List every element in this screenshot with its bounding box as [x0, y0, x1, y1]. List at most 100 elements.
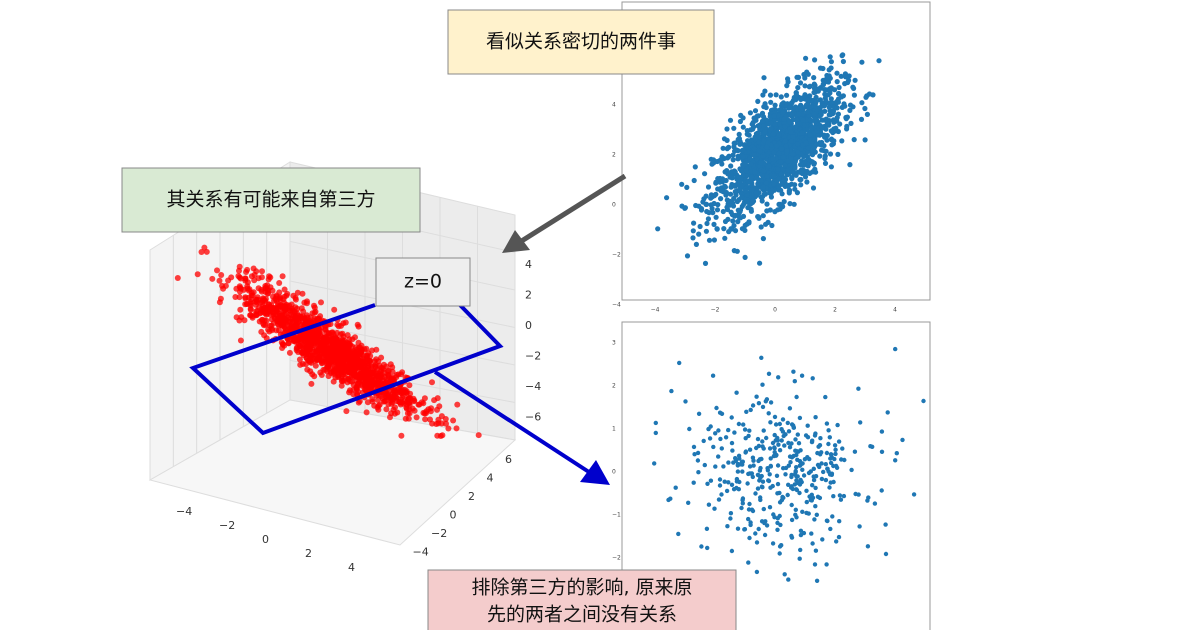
point [369, 396, 376, 403]
point [445, 425, 452, 432]
point [753, 190, 760, 196]
point [773, 422, 779, 427]
point [705, 481, 710, 486]
point [755, 185, 761, 191]
point [730, 218, 736, 224]
point [757, 457, 763, 462]
point [813, 141, 820, 147]
x-tick-label: 0 [773, 307, 777, 314]
point [299, 335, 306, 342]
point [748, 161, 754, 167]
point [707, 436, 713, 441]
point [859, 100, 865, 106]
point [744, 131, 750, 137]
callout-text: 先的两者之间没有关系 [487, 604, 677, 626]
point [747, 447, 753, 452]
point [738, 462, 743, 467]
point [760, 236, 767, 242]
point [258, 288, 265, 295]
point [762, 88, 768, 94]
point [797, 490, 802, 496]
point [309, 310, 316, 317]
point [803, 140, 809, 146]
point [866, 91, 873, 97]
point [852, 77, 858, 83]
point [695, 450, 701, 456]
point [775, 438, 780, 443]
point [807, 494, 812, 499]
callout-text: z=0 [404, 271, 442, 293]
point [299, 290, 306, 297]
point [724, 155, 731, 161]
point [775, 166, 781, 172]
point [754, 540, 760, 545]
point [813, 474, 819, 479]
point [827, 435, 832, 440]
point [758, 497, 763, 503]
point [819, 147, 825, 153]
point [817, 153, 823, 159]
point [422, 416, 429, 423]
x-tick-label: 2 [305, 547, 312, 560]
point [775, 481, 781, 487]
point [810, 483, 815, 488]
point [825, 466, 830, 471]
point [767, 92, 774, 98]
point [798, 146, 804, 152]
point [260, 295, 267, 302]
point [842, 457, 847, 463]
point [776, 121, 782, 127]
point [834, 70, 840, 76]
point [801, 473, 807, 478]
point [219, 282, 226, 289]
point [811, 75, 817, 81]
point [833, 125, 839, 131]
point [259, 316, 266, 323]
point [758, 475, 763, 481]
point [814, 578, 820, 583]
point [217, 295, 224, 302]
y-tick-label: 4 [487, 472, 494, 485]
point [724, 126, 730, 132]
point [666, 497, 671, 503]
point [236, 263, 243, 270]
point [789, 455, 795, 460]
point [720, 145, 726, 151]
point [235, 273, 242, 279]
point [406, 399, 412, 406]
point [793, 507, 798, 512]
point [746, 219, 752, 225]
point [261, 332, 268, 339]
point [774, 473, 780, 478]
point [753, 531, 758, 536]
point [706, 237, 713, 243]
point [828, 96, 834, 102]
point [342, 364, 349, 371]
point [343, 408, 350, 415]
z-tick-label: 2 [525, 289, 532, 302]
point [836, 439, 842, 444]
point [321, 341, 328, 348]
point [713, 431, 718, 436]
point [777, 421, 782, 427]
point [454, 401, 461, 408]
point [730, 152, 736, 158]
point [828, 456, 833, 461]
point [702, 171, 708, 177]
point [780, 154, 786, 160]
point [862, 105, 868, 112]
point [325, 373, 332, 380]
point [365, 382, 372, 389]
point [857, 524, 862, 529]
point [728, 191, 734, 197]
point [760, 382, 765, 387]
point [276, 322, 282, 329]
point [752, 108, 759, 114]
point [749, 471, 755, 476]
point [443, 420, 449, 427]
point [423, 410, 429, 417]
point [388, 410, 395, 417]
point [354, 321, 361, 328]
point [885, 410, 890, 415]
